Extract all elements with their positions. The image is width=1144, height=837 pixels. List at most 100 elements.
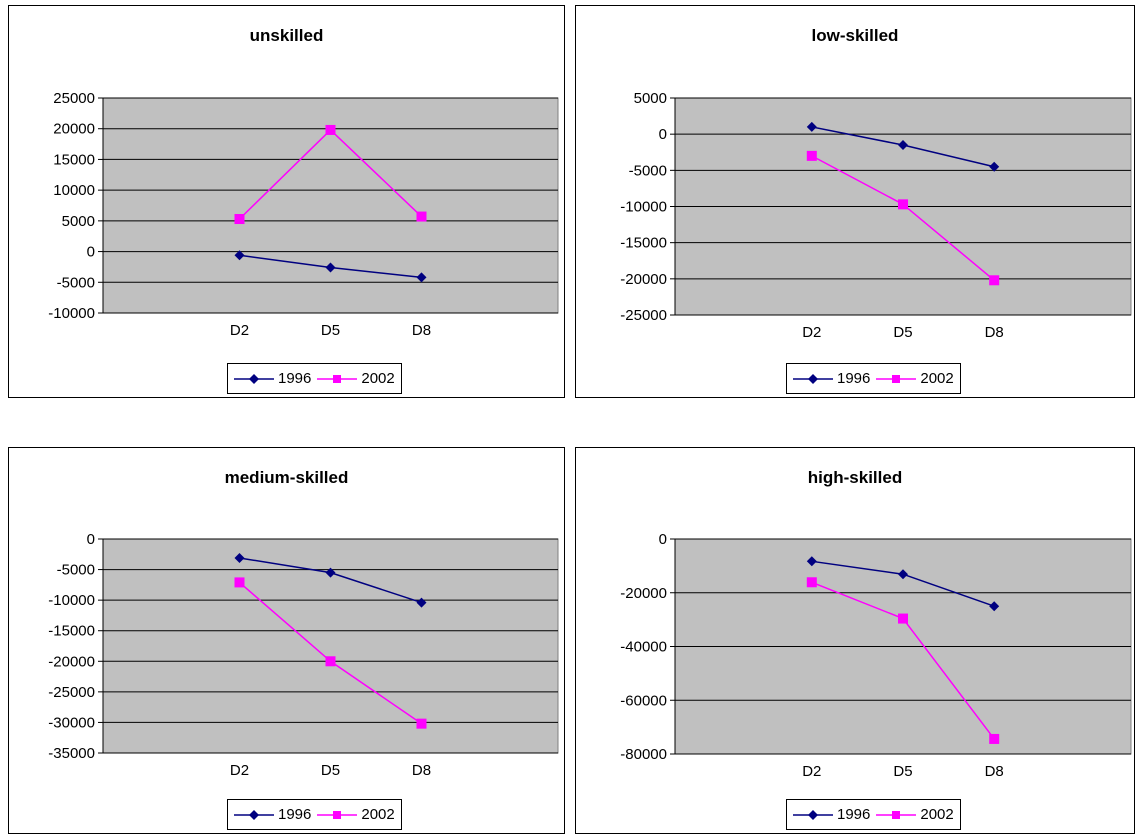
legend-label: 1996: [278, 806, 312, 823]
legend-square-icon: [317, 810, 358, 819]
data-point-2002: [325, 656, 336, 667]
y-tick-label: -40000: [620, 639, 667, 656]
legend-item-1996: 1996: [793, 806, 870, 823]
y-tick-label: 0: [87, 531, 95, 548]
data-point-1996: [234, 552, 245, 563]
legend-square-icon: [317, 374, 358, 383]
legend-label: 2002: [920, 806, 954, 823]
legend-diamond-icon: [234, 809, 274, 820]
legend-label: 2002: [920, 370, 954, 387]
chart-plot-low-skilled: 5000 0 -5000 -10000 -15000 -20000 -25000 D2 D5 D8: [620, 90, 1132, 341]
y-tick-label: -60000: [620, 692, 667, 709]
y-tick-label: -80000: [620, 746, 667, 763]
y-tick-label: -10000: [620, 199, 667, 216]
y-tick-label: -5000: [57, 562, 95, 579]
y-tick-label: -10000: [48, 305, 95, 322]
y-tick-label: 5000: [634, 90, 667, 107]
y-tick-label: -25000: [620, 307, 667, 324]
data-point-2002: [416, 718, 427, 729]
y-tick-label: -5000: [57, 274, 95, 291]
legend-diamond-icon: [793, 373, 833, 384]
data-point-2002: [898, 199, 908, 210]
chart-panel-medium-skilled: 0 -5000 -10000 -15000 -20000 -25000 -30000 -350…: [8, 447, 565, 834]
legend-item-1996: 1996: [234, 370, 311, 387]
x-tick-label: D5: [321, 762, 340, 779]
chart-legend: 1996 2002: [227, 363, 402, 394]
x-tick-label: D2: [802, 763, 821, 780]
data-point-2002: [234, 214, 245, 225]
data-point-1996: [416, 272, 427, 283]
y-tick-label: -30000: [48, 714, 95, 731]
chart-plot-unskilled: 25000 20000 15000 10000 5000 0 -5000 -10000 D2 D5…: [48, 90, 559, 339]
x-tick-label: D2: [230, 322, 249, 339]
x-tick-label: D5: [893, 324, 912, 341]
y-tick-label: -20000: [620, 271, 667, 288]
y-tick-label: -25000: [48, 684, 95, 701]
legend-label: 1996: [837, 806, 871, 823]
data-point-2002: [806, 150, 817, 161]
x-tick-label: D2: [230, 762, 249, 779]
data-point-1996: [325, 567, 336, 578]
data-point-1996: [898, 569, 908, 580]
y-tick-label: -10000: [48, 592, 95, 609]
data-point-2002: [989, 733, 1000, 744]
legend-item-2002: 2002: [876, 806, 954, 823]
data-point-2002: [234, 577, 245, 588]
x-tick-label: D5: [321, 322, 340, 339]
x-tick-label: D5: [893, 763, 912, 780]
y-tick-label: -20000: [48, 653, 95, 670]
chart-title: unskilled: [249, 26, 324, 45]
data-point-1996: [806, 121, 817, 132]
y-tick-label: -35000: [48, 745, 95, 762]
x-tick-label: D2: [802, 324, 821, 341]
x-tick-label: D8: [985, 324, 1004, 341]
y-tick-label: 5000: [62, 213, 95, 230]
chart-legend: 1996 2002: [227, 799, 402, 830]
data-point-2002: [416, 211, 427, 222]
data-point-1996: [898, 140, 908, 151]
legend-item-2002: 2002: [876, 370, 954, 387]
y-tick-label: 15000: [53, 151, 95, 168]
legend-diamond-icon: [234, 373, 274, 384]
chart-title: high-skilled: [807, 468, 903, 487]
data-point-1996: [234, 250, 245, 261]
y-tick-label: -20000: [620, 585, 667, 602]
legend-label: 1996: [837, 370, 871, 387]
x-tick-label: D8: [985, 763, 1004, 780]
chart-panel-unskilled: 25000 20000 15000 10000 5000 0 -5000 -10000 D2 D5…: [8, 5, 565, 398]
data-point-1996: [325, 262, 336, 273]
y-tick-label: 10000: [53, 182, 95, 199]
x-tick-label: D8: [412, 322, 431, 339]
legend-label: 2002: [361, 370, 395, 387]
legend-diamond-icon: [793, 809, 833, 820]
legend-label: 1996: [278, 370, 312, 387]
chart-plot-medium-skilled: 0 -5000 -10000 -15000 -20000 -25000 -30000 -350…: [48, 531, 559, 779]
y-tick-label: -15000: [620, 235, 667, 252]
chart-legend: 1996 2002: [786, 363, 961, 394]
x-tick-label: D8: [412, 762, 431, 779]
y-tick-label: 20000: [53, 121, 95, 138]
legend-item-2002: 2002: [317, 806, 395, 823]
data-point-1996: [806, 556, 817, 567]
chart-panel-high-skilled: 0 -20000 -40000 -60000 -80000 D2 D5 D8 high-ski…: [575, 447, 1135, 834]
y-tick-label: 0: [87, 244, 95, 261]
data-point-2002: [325, 124, 336, 135]
chart-title: low-skilled: [811, 26, 899, 45]
legend-item-2002: 2002: [317, 370, 395, 387]
data-point-1996: [989, 161, 1000, 172]
data-point-2002: [989, 275, 1000, 286]
y-tick-label: 0: [659, 126, 667, 143]
chart-panel-low-skilled: 5000 0 -5000 -10000 -15000 -20000 -25000 D2 D5 D8…: [575, 5, 1135, 398]
data-point-2002: [898, 613, 908, 624]
data-point-2002: [806, 577, 817, 588]
y-tick-label: 0: [659, 531, 667, 548]
chart-title: medium-skilled: [224, 468, 349, 487]
legend-item-1996: 1996: [234, 806, 311, 823]
y-tick-label: 25000: [53, 90, 95, 107]
y-tick-label: -15000: [48, 623, 95, 640]
legend-label: 2002: [361, 806, 395, 823]
y-tick-label: -5000: [629, 162, 667, 179]
chart-plot-high-skilled: 0 -20000 -40000 -60000 -80000 D2 D5 D8: [620, 531, 1132, 780]
data-point-1996: [416, 597, 427, 608]
legend-square-icon: [876, 374, 917, 383]
